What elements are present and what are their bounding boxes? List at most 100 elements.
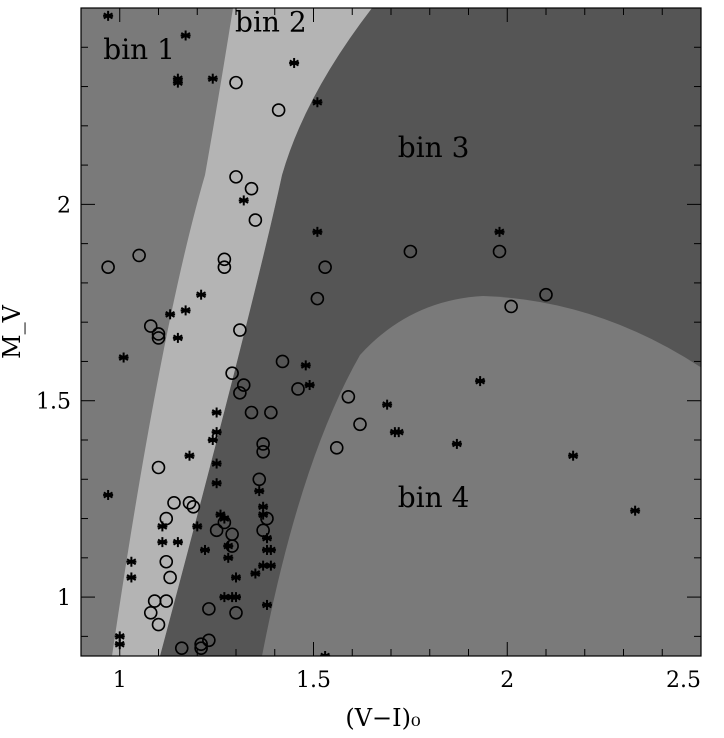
data-point-asterisk bbox=[165, 309, 176, 320]
data-point-asterisk bbox=[126, 556, 137, 567]
region-bin-2 bbox=[112, 8, 372, 656]
data-point-circle bbox=[151, 331, 166, 345]
data-point-asterisk bbox=[211, 478, 222, 489]
region-labels: bin 1 bin 2 bin 3 bin 4 bbox=[103, 6, 469, 514]
data-markers bbox=[101, 10, 641, 656]
data-point-circle bbox=[252, 472, 267, 487]
data-point-circle bbox=[151, 460, 166, 475]
data-point-circle bbox=[132, 248, 146, 263]
y-tick-label: 1.5 bbox=[36, 390, 71, 415]
data-point-asterisk bbox=[494, 226, 505, 237]
data-point-circle bbox=[194, 641, 208, 655]
data-point-asterisk bbox=[114, 631, 125, 642]
data-point-asterisk bbox=[211, 458, 222, 469]
x-tick-label: 1.5 bbox=[296, 668, 331, 693]
data-point-asterisk bbox=[568, 450, 579, 461]
data-point-circle bbox=[151, 617, 166, 632]
data-point-circle bbox=[194, 637, 208, 652]
data-point-circle bbox=[233, 323, 247, 337]
region-label-bin-2: bin 2 bbox=[235, 6, 307, 39]
data-point-asterisk bbox=[382, 399, 393, 410]
data-point-asterisk bbox=[211, 427, 222, 438]
data-point-asterisk bbox=[312, 226, 323, 237]
region-bin-4 bbox=[262, 296, 701, 656]
data-point-asterisk bbox=[157, 521, 168, 532]
data-point-circle bbox=[275, 354, 290, 369]
data-point-circle bbox=[229, 75, 243, 90]
data-point-circle bbox=[217, 252, 232, 267]
data-point-asterisk bbox=[475, 376, 486, 387]
data-point-asterisk bbox=[157, 537, 168, 548]
data-point-asterisk bbox=[227, 592, 238, 603]
x-tick-label: 2 bbox=[500, 668, 514, 693]
data-point-circle bbox=[271, 103, 286, 117]
data-point-circle bbox=[403, 244, 418, 259]
x-tick-label: 2.5 bbox=[666, 668, 701, 693]
data-point-asterisk bbox=[207, 435, 218, 445]
data-point-asterisk bbox=[184, 450, 195, 461]
data-point-asterisk bbox=[265, 560, 276, 571]
data-point-asterisk bbox=[304, 380, 315, 391]
data-point-asterisk bbox=[172, 73, 183, 84]
data-point-asterisk bbox=[393, 427, 404, 438]
data-point-asterisk bbox=[238, 195, 249, 206]
data-point-asterisk bbox=[312, 97, 323, 108]
data-point-asterisk bbox=[180, 305, 191, 316]
y-tick-label: 2 bbox=[57, 193, 71, 218]
data-point-circle bbox=[174, 641, 189, 655]
data-point-asterisk bbox=[196, 289, 207, 300]
data-point-asterisk bbox=[300, 360, 311, 371]
data-point-circle bbox=[256, 437, 270, 451]
data-point-asterisk bbox=[126, 572, 137, 583]
data-point-asterisk bbox=[200, 544, 210, 555]
data-point-circle bbox=[291, 382, 305, 396]
data-point-asterisk bbox=[262, 599, 272, 610]
region-label-bin-3: bin 3 bbox=[398, 131, 470, 164]
data-point-asterisk bbox=[630, 505, 641, 516]
data-point-asterisk bbox=[254, 486, 265, 497]
data-point-asterisk bbox=[231, 572, 241, 583]
data-point-circle bbox=[163, 570, 177, 585]
region-label-bin-1: bin 1 bbox=[103, 33, 175, 66]
data-point-circle bbox=[167, 496, 181, 510]
data-point-asterisk bbox=[180, 30, 191, 41]
data-point-asterisk bbox=[262, 533, 272, 544]
data-point-circle bbox=[318, 260, 332, 275]
data-point-circle bbox=[504, 299, 518, 314]
data-point-asterisk bbox=[207, 73, 218, 84]
data-point-circle bbox=[209, 523, 224, 538]
data-point-asterisk bbox=[211, 407, 222, 418]
y-axis-title: M_V bbox=[0, 304, 26, 359]
data-point-asterisk bbox=[250, 568, 261, 579]
data-point-circle bbox=[341, 389, 356, 404]
data-point-circle bbox=[539, 287, 553, 302]
data-point-circle bbox=[236, 378, 251, 392]
axes: 1 1.5 2 2.5 1 1.5 2 (V−I)₀ M_V bbox=[0, 7, 702, 732]
data-point-circle bbox=[225, 366, 239, 381]
data-point-circle bbox=[244, 181, 259, 196]
data-point-circle bbox=[229, 170, 243, 184]
data-point-circle bbox=[256, 444, 270, 459]
data-point-circle bbox=[159, 554, 174, 569]
data-point-circle bbox=[264, 405, 278, 420]
data-point-circle bbox=[329, 441, 344, 455]
data-point-asterisk bbox=[223, 552, 234, 563]
x-axis-title: (V−I)₀ bbox=[345, 704, 420, 732]
data-point-circle bbox=[310, 291, 325, 306]
data-point-asterisk bbox=[118, 352, 129, 363]
data-point-circle bbox=[186, 499, 201, 514]
data-point-asterisk bbox=[258, 509, 269, 520]
data-point-asterisk bbox=[192, 521, 203, 532]
data-point-circle bbox=[244, 405, 259, 420]
data-point-asterisk bbox=[289, 57, 300, 68]
data-point-circle bbox=[143, 319, 158, 333]
data-point-asterisk bbox=[258, 560, 269, 571]
data-point-circle bbox=[202, 602, 216, 616]
data-point-circle bbox=[101, 260, 115, 275]
data-point-circle bbox=[151, 327, 166, 341]
data-point-asterisk bbox=[172, 332, 183, 343]
data-point-asterisk bbox=[103, 489, 114, 500]
data-point-asterisk bbox=[103, 10, 114, 21]
data-point-circle bbox=[353, 417, 367, 432]
